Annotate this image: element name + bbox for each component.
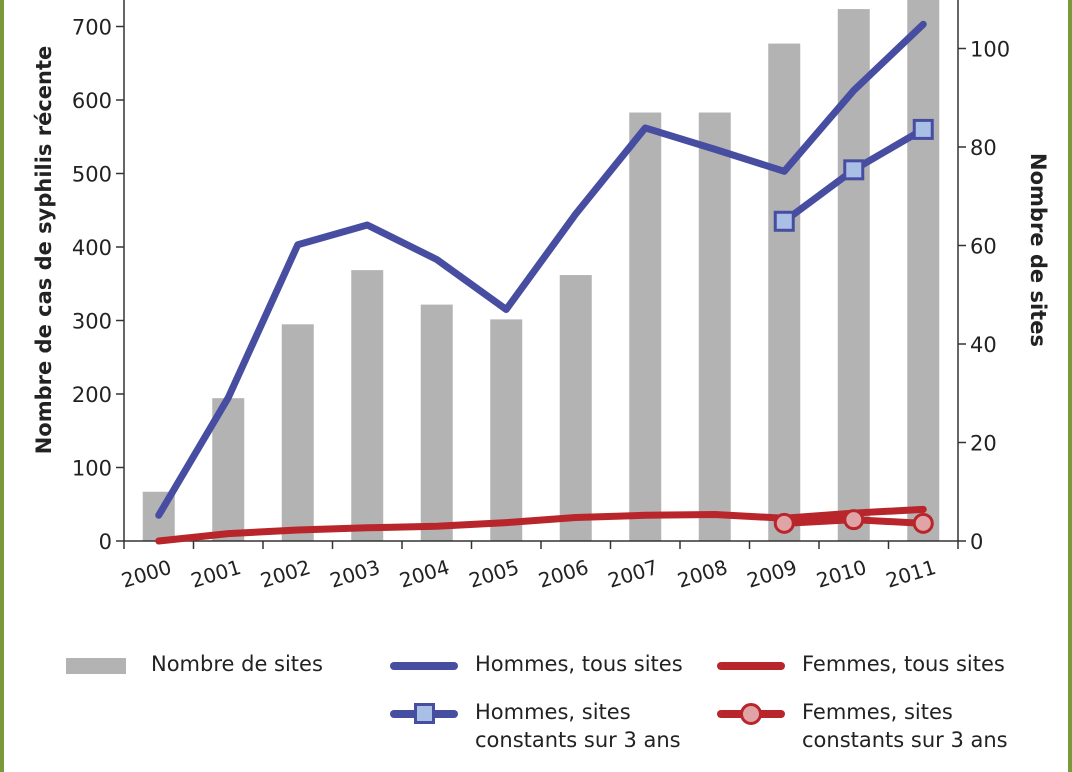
legend-label-femmes-constants-line2: constants sur 3 ans — [802, 728, 1008, 752]
x-tick-label: 2011 — [883, 555, 939, 593]
y-tick-label-left: 400 — [72, 236, 112, 260]
y-tick-label-right: 60 — [970, 235, 997, 259]
bar-2004 — [420, 304, 453, 541]
bar-2005 — [490, 319, 523, 541]
legend-label-femmes-tous: Femmes, tous sites — [802, 652, 1005, 676]
x-tick-label: 2010 — [814, 555, 870, 593]
y-tick-label-left: 300 — [72, 310, 112, 334]
bar-2009 — [768, 43, 801, 541]
chart: 0 100 200 300 400 500 600 700 0 20 40 60 80 100 2000 20… — [32, 0, 1050, 593]
y-tick-label-left: 600 — [72, 89, 112, 113]
bar-2006 — [559, 275, 592, 541]
point-marker-square — [843, 159, 865, 181]
x-tick-label: 2001 — [188, 555, 244, 593]
legend-item-femmes-tous: Femmes, tous sites — [717, 650, 1005, 680]
y-tick-label-left: 0 — [99, 530, 112, 554]
series-line-1 — [155, 505, 927, 545]
y-tick-label-left: 100 — [72, 457, 112, 481]
bar-2002 — [281, 324, 314, 541]
x-tick-label: 2005 — [466, 555, 522, 593]
legend-label-femmes-constants: Femmes, sites constants sur 3 ans — [802, 698, 1008, 754]
point-marker-square — [773, 210, 795, 232]
legend: Nombre de sites Hommes, tous sites Femme… — [60, 640, 1060, 770]
y-tick-label-right: 80 — [970, 136, 997, 160]
legend-item-sites: Nombre de sites — [66, 650, 323, 680]
y-axis-title-right: Nombre de sites — [1026, 153, 1050, 347]
x-tick-label: 2004 — [397, 555, 453, 593]
legend-item-femmes-constants: Femmes, sites constants sur 3 ans — [717, 698, 1008, 754]
series-line-0 — [155, 20, 927, 519]
y-tick-label-right: 40 — [970, 333, 997, 357]
bar-2007 — [629, 112, 662, 542]
legend-item-hommes-constants: Hommes, sites constants sur 3 ans — [390, 698, 681, 754]
y-tick-label-left: 200 — [72, 383, 112, 407]
y-tick-label-right: 100 — [970, 38, 1010, 62]
point-marker-circle — [843, 509, 865, 531]
point-marker-square — [912, 118, 934, 140]
y-axis-title-left: Nombre de cas de syphilis récente — [32, 46, 56, 455]
y-tick-label-left: 500 — [72, 163, 112, 187]
point-marker-circle — [912, 512, 934, 534]
legend-label-sites: Nombre de sites — [151, 652, 323, 676]
legend-label-hommes-tous: Hommes, tous sites — [475, 652, 683, 676]
circle-marker-icon — [740, 703, 762, 725]
legend-label-hommes-constants-line2: constants sur 3 ans — [475, 728, 681, 752]
legend-swatch-women-line — [717, 650, 787, 680]
y-tick-label-left: 700 — [72, 16, 112, 40]
legend-label-femmes-constants-line1: Femmes, sites — [802, 700, 953, 724]
legend-label-hommes-constants: Hommes, sites constants sur 3 ans — [475, 698, 681, 754]
x-tick-label: 2002 — [258, 555, 314, 593]
legend-swatch-men-square — [390, 698, 460, 728]
legend-item-hommes-tous: Hommes, tous sites — [390, 650, 683, 680]
x-tick-label: 2000 — [119, 555, 175, 593]
bar-2011 — [907, 0, 940, 541]
x-tick-label: 2007 — [605, 555, 661, 593]
y-tick-label-right: 20 — [970, 432, 997, 456]
x-tick-label: 2008 — [675, 555, 731, 593]
x-tick-label: 2006 — [536, 555, 592, 593]
square-marker-icon — [414, 703, 435, 724]
point-marker-circle — [773, 512, 795, 534]
bar-2003 — [351, 270, 384, 541]
y-tick-label-right: 0 — [970, 530, 983, 554]
legend-swatch-women-circle — [717, 698, 787, 728]
bar-2008 — [698, 112, 731, 542]
x-tick-label: 2009 — [744, 555, 800, 593]
x-tick-label: 2003 — [327, 555, 383, 593]
legend-swatch-men-line — [390, 650, 460, 680]
legend-label-hommes-constants-line1: Hommes, sites — [475, 700, 631, 724]
legend-swatch-bar — [66, 650, 136, 680]
